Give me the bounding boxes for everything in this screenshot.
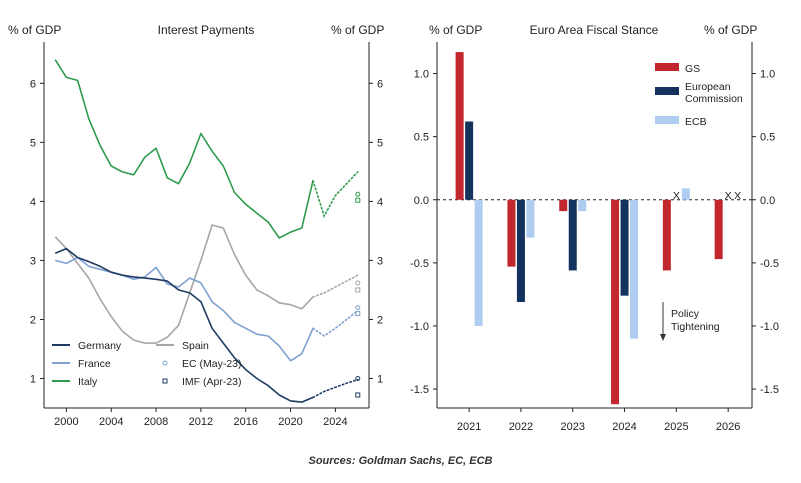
imf-marker-spain xyxy=(355,287,361,293)
left-chart-y-tick-label-left: 5 xyxy=(30,137,36,149)
right-chart-y-tick-label-right: 1.0 xyxy=(760,69,775,81)
projection-germany xyxy=(312,378,359,399)
right-chart-y-tick-label-right: -0.5 xyxy=(760,258,779,270)
policy-annotation-line: Tightening xyxy=(671,321,720,333)
right-chart-ylabel-right: % of GDP xyxy=(704,23,757,37)
right-chart-y-tick-label-left: 0.5 xyxy=(414,132,429,144)
bar-ecb-2022 xyxy=(526,199,535,238)
policy-annotation-line: Policy xyxy=(671,308,700,320)
right-chart-x-tick-label: 2025 xyxy=(664,421,688,433)
legend-label-italy: Italy xyxy=(78,376,98,388)
left-chart-x-tick-label: 2000 xyxy=(54,416,78,428)
bar-ecb-2025 xyxy=(681,188,690,200)
right-chart-y-tick-label-left: -1.0 xyxy=(410,321,429,333)
projection-spain xyxy=(312,274,359,298)
ec-marker-france xyxy=(355,305,361,311)
legend-label-european-commission: Commission xyxy=(685,93,743,105)
bar-european-commission-2021 xyxy=(465,121,474,200)
line-series-italy xyxy=(54,59,314,239)
bar-gs-2026 xyxy=(714,199,723,260)
right-chart-y-tick-label-right: 0.5 xyxy=(760,132,775,144)
legend-label-germany: Germany xyxy=(78,340,122,352)
legend-marker-ec xyxy=(162,360,168,366)
right-chart-y-tick-label-left: 1.0 xyxy=(414,69,429,81)
bar-european-commission-2022 xyxy=(516,199,525,302)
right-chart-y-tick-label-right: 0.0 xyxy=(760,195,775,207)
right-chart-x-tick-label: 2021 xyxy=(457,421,481,433)
right-chart-y-tick-label-right: -1.0 xyxy=(760,321,779,333)
projection-italy xyxy=(312,171,359,219)
bar-gs-2022 xyxy=(507,199,516,267)
bar-ecb-2021 xyxy=(474,199,483,326)
line-series-france xyxy=(54,256,314,362)
left-chart-title: Interest Payments xyxy=(158,23,255,37)
source-note: Sources: Goldman Sachs, EC, ECB xyxy=(308,455,493,467)
imf-marker-italy xyxy=(355,197,361,203)
line-series-spain xyxy=(54,224,314,344)
right-chart-ylabel-left: % of GDP xyxy=(429,23,482,37)
right-chart-y-tick-label-left: 0.0 xyxy=(414,195,429,207)
bar-gs-2025 xyxy=(662,199,671,271)
line-series-germany xyxy=(54,247,314,403)
right-chart-title: Euro Area Fiscal Stance xyxy=(530,23,659,37)
x-marker-2025: X xyxy=(673,190,680,202)
left-chart-x-tick-label: 2020 xyxy=(278,416,302,428)
projection-france xyxy=(312,309,359,337)
right-chart-x-tick-label: 2022 xyxy=(509,421,533,433)
left-chart-y-tick-label-left: 3 xyxy=(30,255,36,267)
left-chart-x-tick-label: 2016 xyxy=(233,416,257,428)
legend-label-spain: Spain xyxy=(182,340,209,352)
legend-label-ec: EC (May-23) xyxy=(182,358,242,370)
right-chart-x-tick-label: 2026 xyxy=(716,421,740,433)
imf-marker-germany xyxy=(355,392,361,398)
left-chart-ylabel-right: % of GDP xyxy=(331,23,384,37)
bar-european-commission-2024 xyxy=(620,199,629,296)
legend-label-ecb: ECB xyxy=(685,116,707,128)
left-chart-y-tick-label-right: 6 xyxy=(377,78,383,90)
ec-marker-italy xyxy=(355,191,361,197)
left-chart-y-tick-label-right: 3 xyxy=(377,255,383,267)
right-chart-y-tick-label-left: -0.5 xyxy=(410,258,429,270)
ec-marker-germany xyxy=(355,375,361,381)
left-chart-y-tick-label-left: 1 xyxy=(30,373,36,385)
legend-label-european-commission: European xyxy=(685,81,731,93)
left-chart-y-tick-label-right: 2 xyxy=(377,314,383,326)
left-chart-x-tick-label: 2024 xyxy=(323,416,347,428)
legend-marker-imf xyxy=(162,378,168,384)
left-chart-x-tick-label: 2004 xyxy=(99,416,123,428)
bar-ecb-2023 xyxy=(578,199,587,212)
bar-gs-2023 xyxy=(559,199,568,212)
x-marker-2026: X xyxy=(734,190,741,202)
policy-arrow-head xyxy=(660,334,666,341)
ec-marker-spain xyxy=(355,280,361,286)
bar-european-commission-2023 xyxy=(568,199,577,271)
right-chart-x-tick-label: 2024 xyxy=(612,421,636,433)
bar-gs-2024 xyxy=(611,199,620,405)
left-chart-y-tick-label-left: 4 xyxy=(30,196,36,208)
x-marker-2026: X xyxy=(725,190,732,202)
left-chart-y-tick-label-right: 4 xyxy=(377,196,383,208)
right-chart-x-tick-label: 2023 xyxy=(560,421,584,433)
bar-ecb-2024 xyxy=(630,199,639,339)
left-chart-y-tick-label-left: 2 xyxy=(30,314,36,326)
left-chart-x-tick-label: 2008 xyxy=(144,416,168,428)
left-chart-x-tick-label: 2012 xyxy=(189,416,213,428)
legend-label-gs: GS xyxy=(685,63,700,75)
imf-marker-france xyxy=(355,311,361,317)
left-chart-ylabel-left: % of GDP xyxy=(8,23,61,37)
legend-label-imf: IMF (Apr-23) xyxy=(182,376,242,388)
legend-label-france: France xyxy=(78,358,111,370)
left-chart-y-tick-label-right: 1 xyxy=(377,373,383,385)
left-chart-y-tick-label-left: 6 xyxy=(30,78,36,90)
right-chart-y-tick-label-right: -1.5 xyxy=(760,384,779,396)
left-chart-y-tick-label-right: 5 xyxy=(377,137,383,149)
legend-swatch-european-commission xyxy=(655,87,679,95)
legend-swatch-ecb xyxy=(655,116,679,124)
legend-swatch-gs xyxy=(655,63,679,71)
right-chart-y-tick-label-left: -1.5 xyxy=(410,384,429,396)
bar-gs-2021 xyxy=(455,52,464,200)
